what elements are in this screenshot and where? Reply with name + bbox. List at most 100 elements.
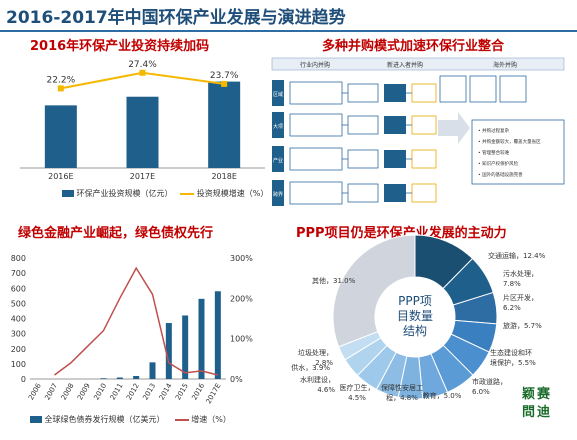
x-tick-label: 2006 [27, 382, 43, 402]
ppp-center-label: 目数量 [397, 308, 433, 323]
ppp-center-label: PPP项 [398, 294, 432, 308]
header-bar: 2016-2017年中国环保产业发展与演进趋势 [0, 0, 577, 32]
green-finance-title: 绿色金融产业崛起，绿色债权先行 [18, 226, 214, 241]
investment-bar [126, 96, 159, 168]
growth-data-label: 23.7% [210, 71, 239, 81]
mna-note: • 并购过程复杂 [478, 127, 510, 134]
mna-box [347, 149, 379, 169]
investment-legend: 环保产业投资规模（亿元） 投资规模增速（%） [62, 188, 268, 199]
mna-target-box [411, 149, 437, 169]
legend-line-swatch [180, 192, 195, 195]
ppp-title: PPP项目仍是环保产业发展的主动力 [296, 226, 507, 241]
mna-dark-box [384, 150, 406, 168]
mna-row-label: 大项 [273, 123, 283, 130]
ppp-slice-label: 垃圾处理， [298, 348, 333, 357]
mna-row-label: 产业 [273, 157, 283, 164]
ppp-slice-label: 4.5% [348, 394, 366, 402]
mna-column-header: 行业内并购 [300, 61, 330, 69]
x-tick-label: 2012 [125, 382, 141, 401]
x-tick-label: 2016 [190, 382, 206, 402]
ppp-center-label: 结构 [403, 323, 427, 338]
ppp-center [376, 278, 454, 356]
ppp-slice-label: 生态建设和环 [490, 348, 532, 357]
legend-bar-label: 环保产业投资规模（亿元） [76, 189, 173, 198]
ppp-slice-label: 污水处理， [503, 269, 538, 278]
x-tick-label: 2009 [76, 382, 92, 401]
y-tick-label: 0 [21, 375, 26, 384]
green-bond-bar [165, 323, 172, 379]
x-tick-label: 2014 [158, 382, 174, 402]
green-bond-bar [133, 375, 140, 379]
x-tick-label: 2016E [48, 172, 73, 181]
brand-line: 颖赛 [521, 387, 552, 402]
ppp-slice [332, 234, 416, 348]
ppp-slice-label: 2.8% [315, 359, 333, 367]
green-bond-bar [182, 315, 189, 379]
y-tick-label: 700 [11, 269, 26, 278]
y-tick-label: 600 [11, 284, 26, 293]
ppp-slice-label: 6.0% [472, 388, 490, 396]
mna-target-box [411, 183, 437, 203]
ppp-slice-label: 市政道路， [472, 377, 507, 386]
investment-bar [208, 81, 241, 168]
y-tick-label: 200 [11, 345, 26, 354]
y2-tick-label: 300% [230, 254, 253, 263]
green-bond-bar [214, 291, 221, 379]
growth-point [139, 69, 146, 76]
mna-title: 多种并购模式加速环保行业整合 [322, 39, 505, 54]
mna-row-label-box [272, 146, 284, 172]
mna-column-header: 新进入者并购 [387, 61, 423, 69]
mna-target-box [411, 83, 437, 103]
ppp-slice-label: 保障性安居工 [381, 383, 423, 392]
legend-line-label: 增速（%） [191, 415, 231, 424]
page-title: 2016-2017年中国环保产业发展与演进趋势 [6, 8, 346, 28]
mna-overseas-box [469, 75, 497, 103]
ppp-slice-label: 水利建设， [300, 375, 335, 384]
growth-line [54, 266, 218, 376]
ppp-slice-label: 6.2% [503, 304, 521, 312]
mna-header-row [271, 57, 565, 71]
mna-note: • 知识产权保护风险 [478, 160, 519, 167]
mna-notes-box [471, 119, 565, 185]
legend-bar-swatch [30, 416, 42, 423]
green-bond-bar [149, 362, 156, 379]
ppp-slice-label: 其他，31.0% [312, 276, 356, 285]
mna-box [347, 115, 379, 135]
y-tick-label: 300 [11, 330, 26, 339]
mna-box [289, 113, 343, 137]
ppp-slice-label: 4.6% [317, 386, 335, 394]
y-tick-label: 800 [11, 254, 26, 263]
legend-line-label: 投资规模增速（%） [196, 189, 269, 198]
x-tick-label: 2007 [43, 382, 59, 401]
mna-note: • 国外的基础设施完善 [478, 171, 523, 178]
growth-data-label: 22.2% [47, 75, 76, 85]
ppp-slice-label: 教育，5.0% [423, 391, 462, 400]
legend-bar-label: 全球绿色债券发行规模（亿美元） [44, 415, 165, 424]
mna-row-label-box [272, 180, 284, 206]
brand-line: 問迪 [521, 405, 552, 420]
growth-point [57, 85, 64, 92]
legend-bar-swatch [62, 190, 74, 197]
y2-tick-label: 100% [230, 335, 253, 344]
mna-overseas-box [439, 75, 467, 103]
mna-column-header: 海外并购 [493, 61, 517, 69]
ppp-slice-label: 7.8% [503, 280, 521, 288]
y2-tick-label: 0% [230, 375, 243, 384]
mna-note: • 并购金额较大，覆盖大量省区 [478, 138, 541, 145]
growth-point [221, 80, 228, 87]
investment-bar [44, 105, 77, 168]
mna-row-label: 跨界 [273, 191, 283, 198]
ppp-slice-label: 供水，3.9% [291, 363, 330, 372]
y-tick-label: 500 [11, 299, 26, 308]
mna-row-label-box [272, 112, 284, 138]
x-tick-label: 2010 [92, 382, 108, 401]
mna-row-label-box [272, 80, 284, 106]
x-tick-label: 2011 [109, 382, 125, 401]
mna-target-box [411, 115, 437, 135]
y-tick-label: 400 [11, 315, 26, 324]
mna-dark-box [384, 84, 406, 102]
ppp-slice-label: 旅游，5.7% [503, 321, 542, 330]
mna-box [289, 81, 343, 105]
